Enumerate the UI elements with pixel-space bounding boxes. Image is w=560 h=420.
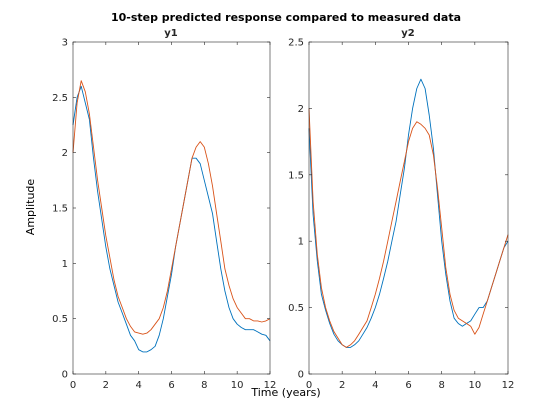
subplot-y2-axes-box — [308, 41, 509, 375]
subplot-y2-series-line-2 — [308, 108, 509, 348]
x-axis-label: Time (years) — [250, 386, 320, 399]
subplot-y1-series-line-2 — [72, 80, 271, 335]
subplot-y1-axes-box — [72, 41, 271, 375]
y-tick-label: 2 — [298, 104, 304, 115]
x-tick-label: 2 — [339, 380, 345, 391]
subplot-y1-title: y1 — [164, 28, 178, 39]
x-tick-label: 0 — [70, 380, 76, 391]
subplot-y2-title: y2 — [401, 28, 415, 39]
y-tick-label: 0.5 — [288, 303, 304, 314]
subplot-y1: y1 0 2 4 6 8 10 12 0 0.5 1 1.5 2 2.5 3 — [52, 28, 276, 391]
x-tick-label: 0 — [306, 380, 312, 391]
y-tick-label: 1 — [62, 259, 68, 270]
y-tick-label: 0.5 — [52, 314, 68, 325]
subplot-y2-series-line-1 — [308, 78, 509, 348]
figure-title: 10-step predicted response compared to m… — [111, 11, 461, 24]
x-tick-label: 12 — [264, 380, 277, 391]
x-tick-label: 4 — [372, 380, 378, 391]
subplot-y2: y2 0 2 4 6 8 10 12 0 0.5 1 1.5 2 2.5 — [288, 28, 514, 391]
subplot-y1-series-line-1 — [72, 85, 271, 353]
x-tick-label: 10 — [468, 380, 481, 391]
x-tick-label: 10 — [231, 380, 244, 391]
y-tick-label: 1.5 — [52, 204, 68, 215]
x-tick-label: 6 — [405, 380, 411, 391]
x-tick-label: 4 — [135, 380, 141, 391]
x-tick-label: 2 — [103, 380, 109, 391]
y-tick-label: 0 — [62, 370, 68, 381]
y-tick-label: 1.5 — [288, 170, 304, 181]
y-tick-label: 1 — [298, 237, 304, 248]
y-tick-label: 0 — [298, 370, 304, 381]
x-tick-label: 8 — [201, 380, 207, 391]
y-tick-label: 2.5 — [52, 93, 68, 104]
y-tick-label: 3 — [62, 38, 68, 49]
y-tick-label: 2.5 — [288, 38, 304, 49]
x-tick-label: 12 — [502, 380, 515, 391]
x-tick-label: 6 — [168, 380, 174, 391]
y-tick-label: 2 — [62, 148, 68, 159]
y-axis-label: Amplitude — [24, 179, 37, 236]
x-tick-label: 8 — [438, 380, 444, 391]
